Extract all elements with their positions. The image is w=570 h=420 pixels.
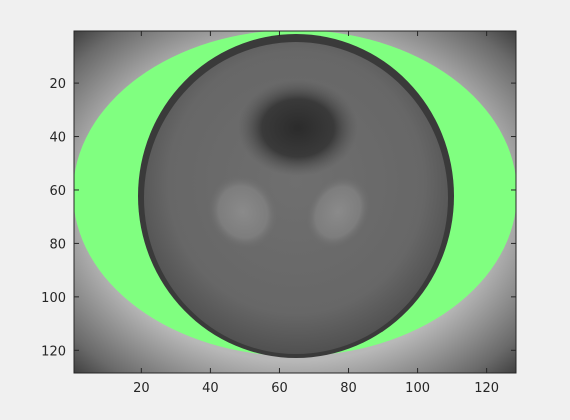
object-interior xyxy=(144,42,448,354)
x-tick-label: 80 xyxy=(340,381,357,396)
y-tick-label: 40 xyxy=(49,131,66,146)
x-tick-label: 40 xyxy=(202,381,219,396)
y-tick-label: 120 xyxy=(41,344,66,359)
y-tick-label: 100 xyxy=(41,291,66,306)
x-tick-label: 120 xyxy=(474,381,499,396)
y-tick-label: 80 xyxy=(49,237,66,252)
x-tick-label: 60 xyxy=(271,381,288,396)
x-tick-label: 20 xyxy=(133,381,150,396)
axis-ticks: 20 40 60 80 100 120 20 40 60 80 100 120 xyxy=(41,31,516,396)
axes-box xyxy=(73,30,517,374)
image-plot xyxy=(74,31,516,373)
y-tick-label: 20 xyxy=(49,77,66,92)
light-lobe-left xyxy=(207,174,279,250)
x-tick-label: 100 xyxy=(405,381,430,396)
light-lobe-right xyxy=(305,175,371,249)
y-tick-label: 60 xyxy=(49,184,66,199)
dark-top-region xyxy=(238,80,358,176)
